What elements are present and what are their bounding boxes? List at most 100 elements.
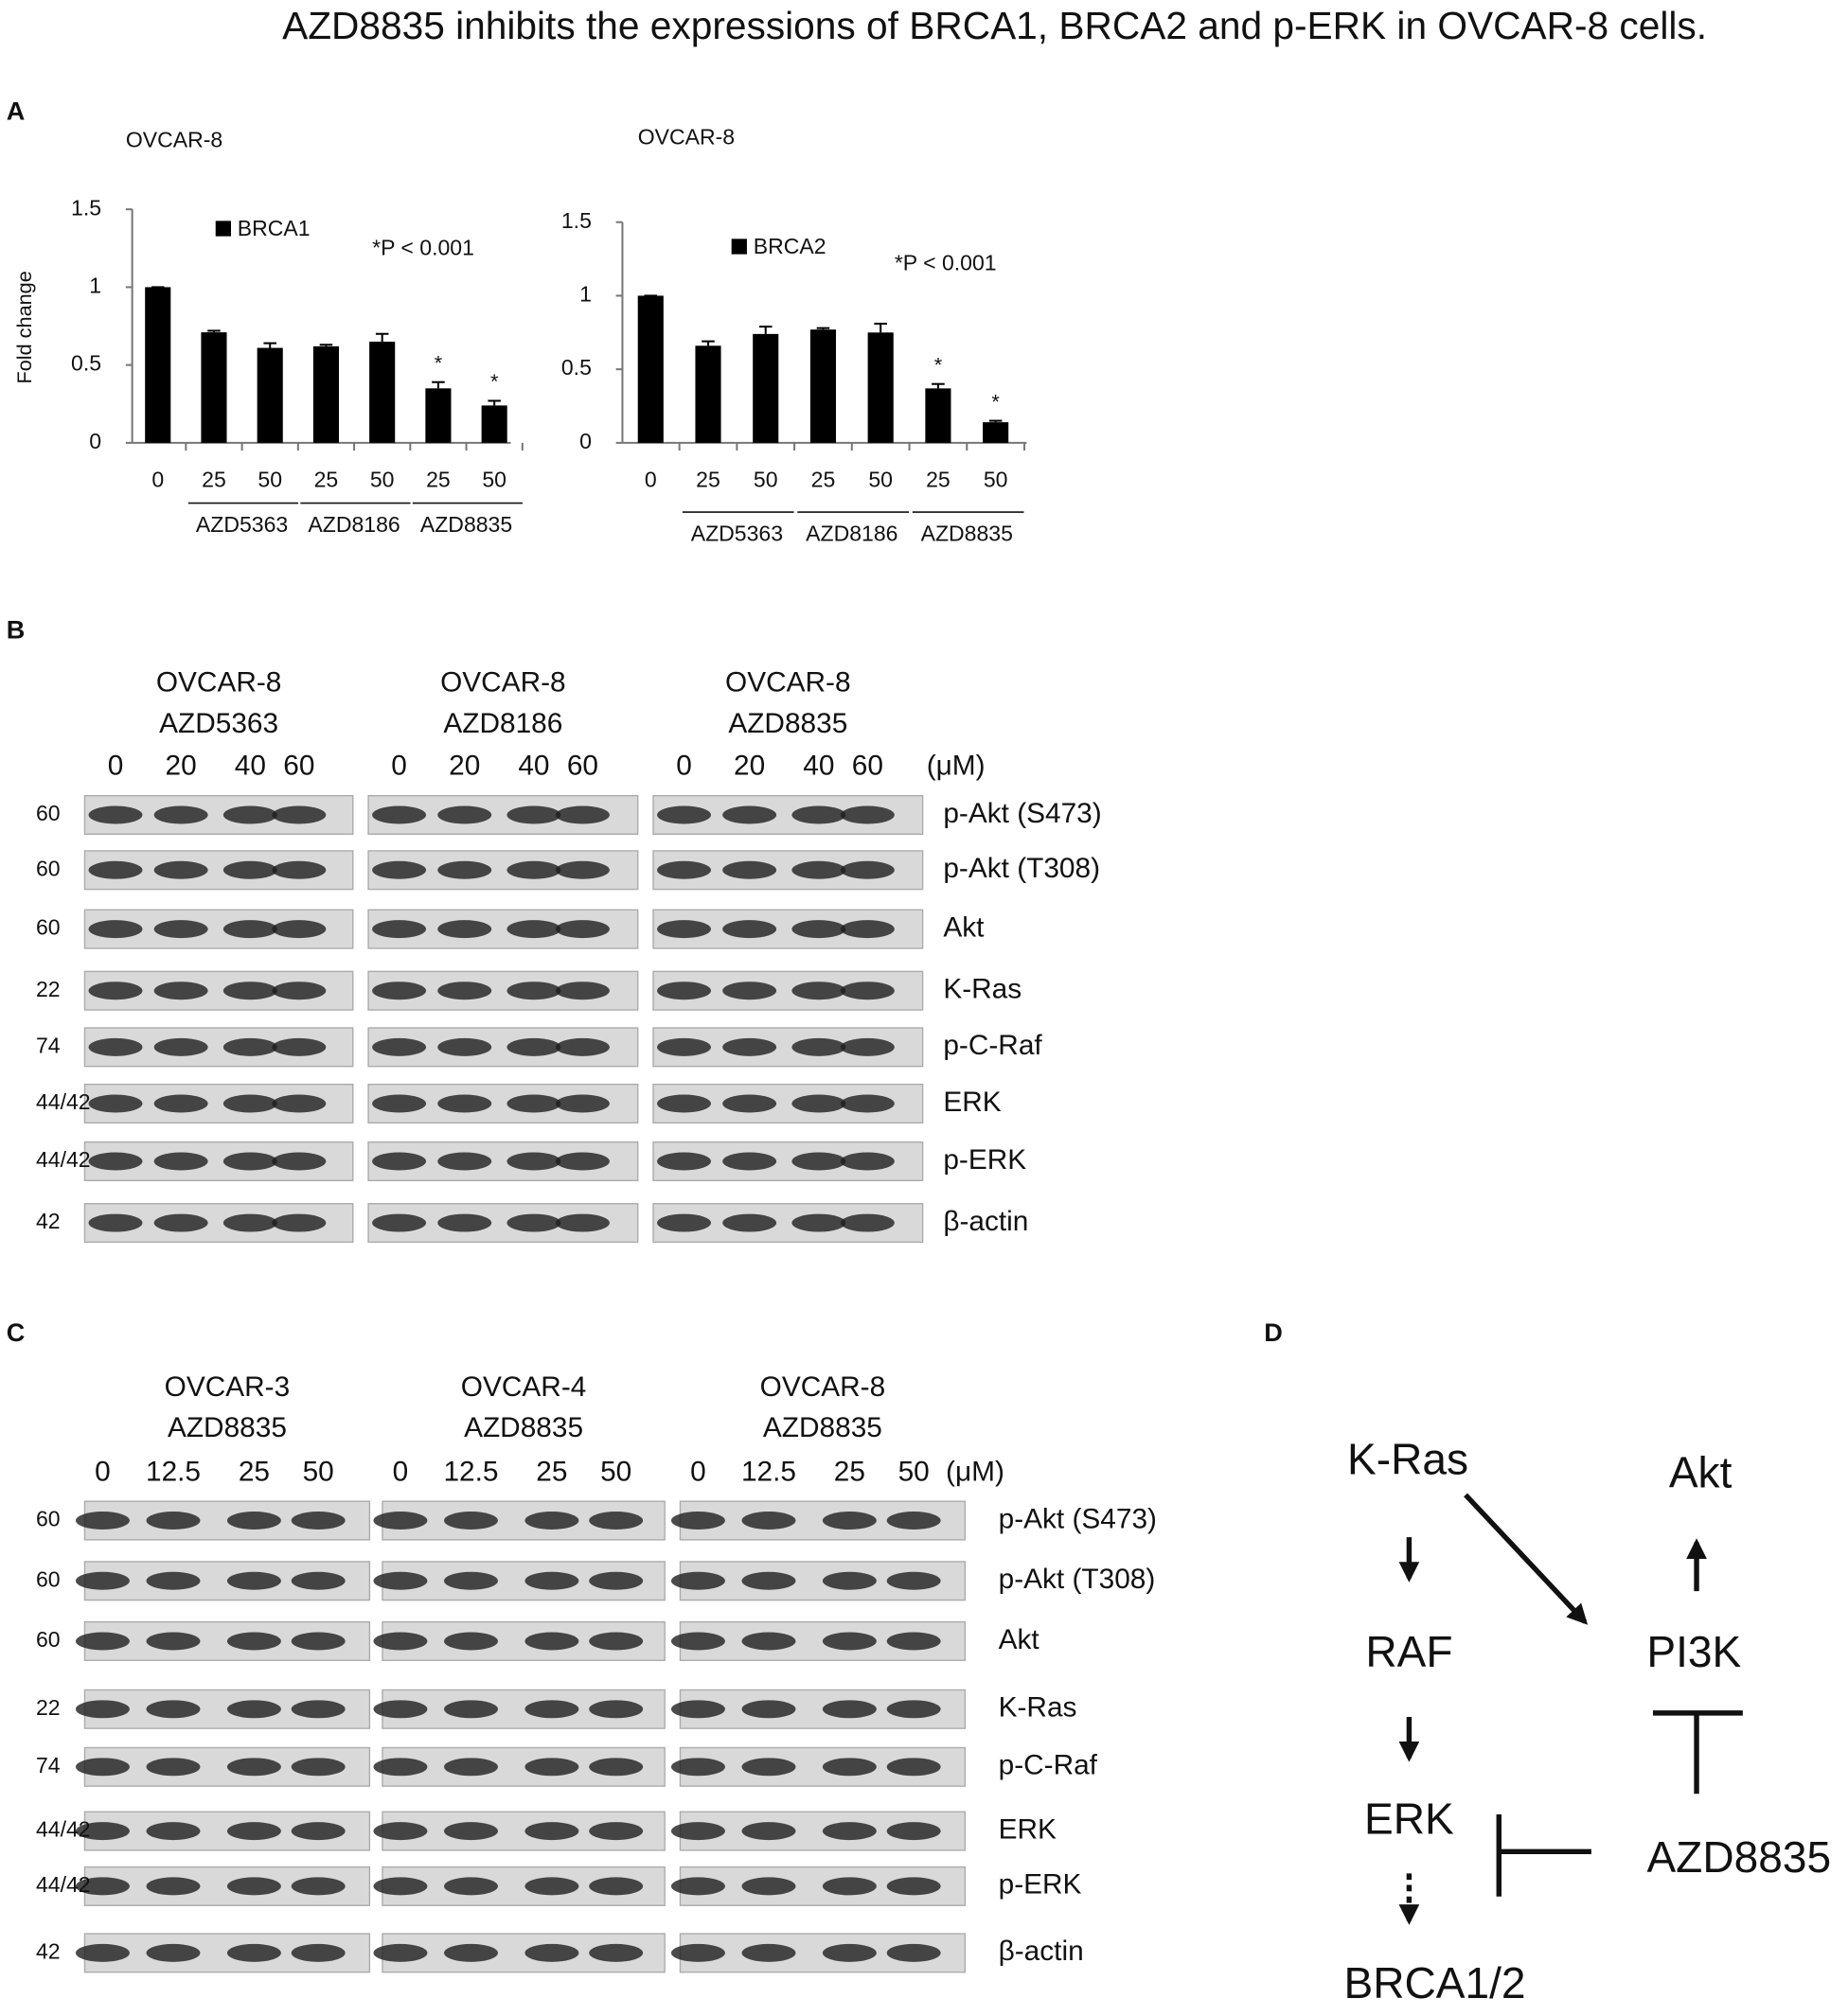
- blot-band: [670, 1512, 725, 1530]
- protein-label: β-actin: [999, 1936, 1084, 1967]
- protein-label: p-Akt (T308): [999, 1564, 1156, 1595]
- blot-band: [226, 1877, 281, 1896]
- bar: [637, 295, 664, 443]
- blot-band: [222, 805, 277, 824]
- molecular-weight: 44/42: [36, 1147, 91, 1172]
- molecular-weight: 42: [36, 1938, 61, 1963]
- blot-band: [146, 1512, 201, 1530]
- blot-band: [291, 1943, 346, 1962]
- significance-marker: *: [934, 352, 943, 376]
- blot-band: [555, 981, 610, 1000]
- blot-band: [524, 1877, 579, 1896]
- blot-band: [272, 1152, 327, 1171]
- blot-band: [886, 1632, 941, 1651]
- blot-band: [840, 1037, 895, 1056]
- y-tick-label: 0.5: [71, 351, 101, 376]
- molecular-weight: 60: [36, 801, 61, 825]
- protein-label: p-Akt (S473): [943, 798, 1101, 829]
- y-tick-label: 1.5: [561, 208, 592, 233]
- blot-band: [291, 1877, 346, 1896]
- blot-band: [589, 1700, 644, 1719]
- blot-band: [75, 1758, 130, 1777]
- blot-band: [75, 1877, 130, 1896]
- pathway-node: ERK: [1364, 1794, 1454, 1843]
- bar: [425, 388, 452, 443]
- blot-band: [555, 1094, 610, 1113]
- blot-band: [741, 1822, 796, 1841]
- blot-band: [670, 1758, 725, 1777]
- blot-band: [437, 860, 492, 879]
- x-tick-label: 50: [482, 468, 506, 492]
- bar: [753, 333, 779, 443]
- blot-band: [88, 1094, 143, 1113]
- blot-header: OVCAR-8: [725, 667, 851, 699]
- dose-label: 0: [690, 1456, 706, 1487]
- bar: [201, 332, 227, 443]
- blot-band: [226, 1943, 281, 1962]
- dose-label: 40: [803, 751, 834, 782]
- blot-band: [88, 860, 143, 879]
- annotation: *P < 0.001: [895, 251, 997, 275]
- blot-band: [226, 1512, 281, 1530]
- blot-band: [146, 1758, 201, 1777]
- x-tick-label: 50: [258, 468, 282, 492]
- blot-band: [153, 1094, 208, 1113]
- dose-label: 40: [518, 751, 549, 782]
- blot-band: [75, 1822, 130, 1841]
- y-tick-label: 0: [579, 429, 592, 453]
- x-tick-label: 25: [314, 468, 339, 492]
- blot-band: [822, 1758, 877, 1777]
- dose-label: 0: [393, 1456, 409, 1487]
- blot-band: [555, 1152, 610, 1171]
- blot-band: [75, 1571, 130, 1590]
- blot-band: [589, 1632, 644, 1651]
- blot-band: [657, 1037, 711, 1056]
- x-tick-label: 25: [926, 468, 951, 492]
- blot-band: [272, 1094, 327, 1113]
- blot-header: AZD8835: [728, 708, 847, 739]
- blot-band: [272, 860, 327, 879]
- blot-band: [153, 805, 208, 824]
- blot-band: [146, 1700, 201, 1719]
- blot-band: [153, 860, 208, 879]
- significance-marker: *: [490, 369, 499, 393]
- figure-title: AZD8835 inhibits the expressions of BRCA…: [282, 4, 1707, 47]
- blot-band: [372, 1037, 427, 1056]
- blot-band: [437, 981, 492, 1000]
- pathway-node: PI3K: [1646, 1627, 1741, 1676]
- blot-band: [791, 920, 846, 939]
- blot-band: [444, 1758, 498, 1777]
- x-tick-label: 0: [645, 468, 657, 492]
- blot-band: [657, 1213, 711, 1232]
- blot-band: [437, 1037, 492, 1056]
- blot-band: [722, 1037, 777, 1056]
- dose-label: 25: [834, 1456, 865, 1487]
- blot-band: [291, 1822, 346, 1841]
- blot-band: [791, 1037, 846, 1056]
- blot-band: [146, 1571, 201, 1590]
- blot-band: [822, 1877, 877, 1896]
- blot-band: [840, 860, 895, 879]
- molecular-weight: 74: [36, 1033, 61, 1057]
- blot-band: [146, 1632, 201, 1651]
- blot-band: [840, 1094, 895, 1113]
- blot-band: [722, 1152, 777, 1171]
- blot-band: [506, 1094, 561, 1113]
- dose-label: 0: [108, 751, 124, 782]
- y-axis-label: Fold change: [12, 271, 36, 383]
- blot-band: [886, 1571, 941, 1590]
- blot-band: [670, 1943, 725, 1962]
- dose-label: 0: [676, 751, 692, 782]
- blot-band: [444, 1632, 498, 1651]
- protein-label: p-Akt (T308): [943, 853, 1100, 884]
- dose-label: 12.5: [443, 1456, 498, 1487]
- dose-label: 50: [303, 1456, 334, 1487]
- blot-band: [372, 1152, 427, 1171]
- dose-label: 12.5: [741, 1456, 796, 1487]
- dose-label: 20: [449, 751, 480, 782]
- blot-band: [741, 1512, 796, 1530]
- blot-band: [555, 1037, 610, 1056]
- blot-band: [437, 1094, 492, 1113]
- bar: [695, 345, 721, 443]
